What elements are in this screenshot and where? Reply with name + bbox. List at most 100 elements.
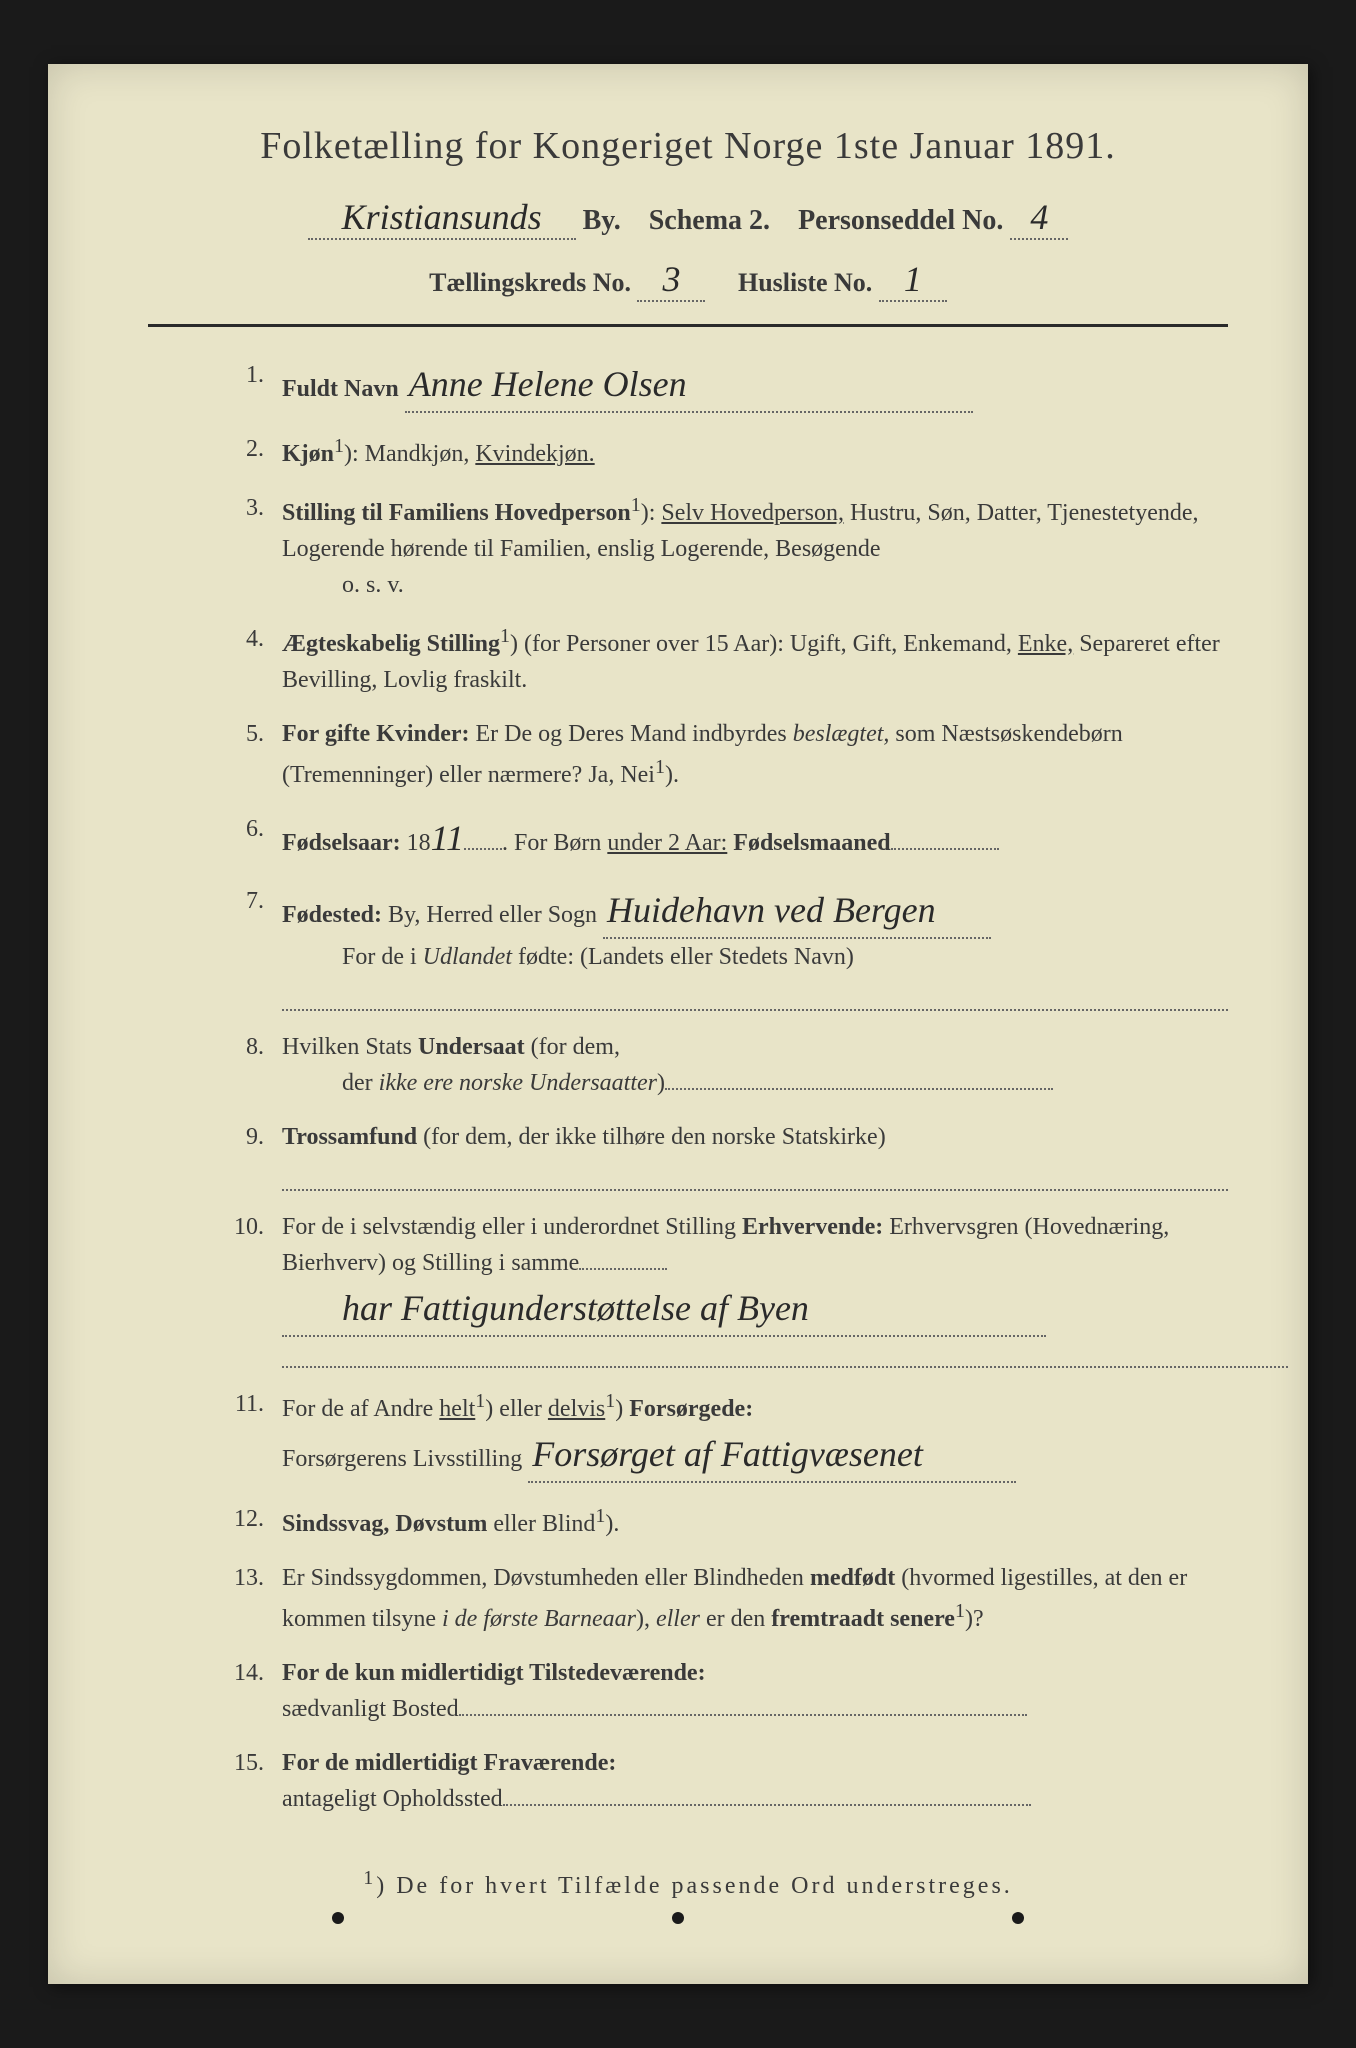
item-15: 15. For de midlertidigt Fraværende: anta… [208,1745,1228,1817]
binding-dots [48,1912,1308,1924]
item-content: Fødested: By, Herred eller Sogn Huidehav… [282,883,1228,1011]
item-content: Hvilken Stats Undersaat (for dem, der ik… [282,1029,1228,1101]
item-7: 7. Fødested: By, Herred eller Sogn Huide… [208,883,1228,1011]
header-row-2: Tællingskreds No. 3 Husliste No. 1 [148,258,1228,302]
sup: 1 [955,1600,965,1622]
text: Hvilken Stats [282,1034,418,1060]
fill [891,848,999,850]
sup: 1 [605,1390,615,1412]
text: fødte: (Landets eller Stedets Navn) [512,944,854,970]
text: eller Blind [487,1511,595,1537]
text: ). [605,1511,619,1537]
field-label: fremtraadt senere [771,1606,955,1632]
item-num: 15. [208,1745,282,1817]
text: )? [965,1606,984,1632]
sup: 1 [595,1505,605,1527]
selected-option: Enke, [1018,631,1073,657]
dot-icon [1012,1912,1024,1924]
field-label: For de midlertidigt Fraværende: [282,1750,616,1776]
item-content: For de midlertidigt Fraværende: antageli… [282,1745,1228,1817]
birthplace-value: Huidehavn ved Bergen [603,883,991,939]
item-content: Fuldt Navn Anne Helene Olsen [282,357,1228,413]
fill [459,1714,1027,1716]
item-4: 4. Ægteskabelig Stilling1) (for Personer… [208,621,1228,698]
item-content: For de af Andre helt1) eller delvis1) Fo… [282,1386,1228,1483]
item-num: 4. [208,621,282,698]
text: ) eller [485,1396,548,1422]
item-content: For de kun midlertidigt Tilstedeværende:… [282,1655,1228,1727]
text: ) (for Personer over 15 Aar): Ugift, Gif… [510,631,1018,657]
schema-label: Schema 2. [649,205,770,236]
text: For de i [342,944,423,970]
fill-line [282,1160,1228,1191]
item-content: Kjøn1): Mandkjøn, Kvindekjøn. [282,431,1228,472]
item-1: 1. Fuldt Navn Anne Helene Olsen [208,357,1228,413]
text: antageligt Opholdssted [282,1786,503,1812]
field-label: Fuldt Navn [282,376,399,402]
birth-year-value: 11 [431,818,464,858]
text: For de i selvstændig eller i underordnet… [282,1214,742,1240]
text: o. s. v. [282,567,1228,603]
text: (for dem, [525,1034,620,1060]
item-14: 14. For de kun midlertidigt Tilstedevære… [208,1655,1228,1727]
item-num: 8. [208,1029,282,1101]
item-content: Sindssvag, Døvstum eller Blind1). [282,1501,1228,1542]
item-num: 9. [208,1119,282,1191]
item-10: 10. For de i selvstændig eller i underor… [208,1209,1228,1368]
text: By, Herred eller Sogn [382,902,597,928]
fill [464,848,502,850]
item-num: 13. [208,1560,282,1637]
fill [503,1804,1031,1806]
taellingskreds-no: 3 [637,258,705,302]
field-label: medfødt [810,1565,895,1591]
header-row-1: Kristiansunds By. Schema 2. Personseddel… [148,196,1228,240]
field-label: Trossamfund [282,1124,417,1150]
item-6: 6. Fødselsaar: 1811. For Børn under 2 Aa… [208,811,1228,865]
divider [148,324,1228,327]
taellingskreds-label: Tællingskreds No. [429,268,631,297]
text: 18 [401,830,431,856]
field-label: Fødselsaar: [282,830,401,856]
item-9: 9. Trossamfund (for dem, der ikke tilhør… [208,1119,1228,1191]
footnote: 1) De for hvert Tilfælde passende Ord un… [148,1867,1228,1900]
text: er den [700,1606,771,1632]
field-label: Undersaat [418,1034,525,1060]
text-italic: eller [656,1606,700,1632]
text: ) [615,1396,629,1422]
item-content: Ægteskabelig Stilling1) (for Personer ov… [282,621,1228,698]
text: ): Mandkjøn, [344,441,475,467]
text: (for dem, der ikke tilhøre den norske St… [417,1124,886,1150]
item-content: Er Sindssygdommen, Døvstumheden eller Bl… [282,1560,1228,1637]
item-num: 5. [208,716,282,793]
text: Er De og Deres Mand indbyrdes [470,721,793,747]
dot-icon [332,1912,344,1924]
field-label: Fødested: [282,902,382,928]
personseddel-label: Personseddel No. [798,205,1003,236]
sup: 1 [475,1390,485,1412]
indent: der ikke ere norske Undersaatter) [282,1065,1228,1101]
text: sædvanligt Bosted [282,1696,459,1722]
selected-option: Selv Hovedperson, [661,500,844,526]
form-body: 1. Fuldt Navn Anne Helene Olsen 2. Kjøn1… [148,357,1228,1817]
fill-line [282,1337,1288,1368]
item-content: For de i selvstændig eller i underordnet… [282,1209,1228,1368]
item-5: 5. For gifte Kvinder: Er De og Deres Man… [208,716,1228,793]
fill [665,1088,1053,1090]
text: der [342,1070,379,1096]
full-name-value: Anne Helene Olsen [405,357,973,413]
text: Er Sindssygdommen, Døvstumheden eller Bl… [282,1565,810,1591]
item-11: 11. For de af Andre helt1) eller delvis1… [208,1386,1228,1483]
selected-option: Kvindekjøn. [475,441,594,467]
text-italic: beslægtet, [793,721,890,747]
city-name: Kristiansunds [308,196,576,240]
field-label: Forsørgede: [629,1396,753,1422]
item-content: For gifte Kvinder: Er De og Deres Mand i… [282,716,1228,793]
item-num: 7. [208,883,282,1011]
item-num: 11. [208,1386,282,1483]
sup: 1 [655,756,665,778]
field-label: Fødselsmaaned [727,830,890,856]
field-label: Stilling til Familiens Hovedperson [282,500,631,526]
item-num: 6. [208,811,282,865]
dot-icon [672,1912,684,1924]
text-italic: i de første Barneaar [442,1606,636,1632]
